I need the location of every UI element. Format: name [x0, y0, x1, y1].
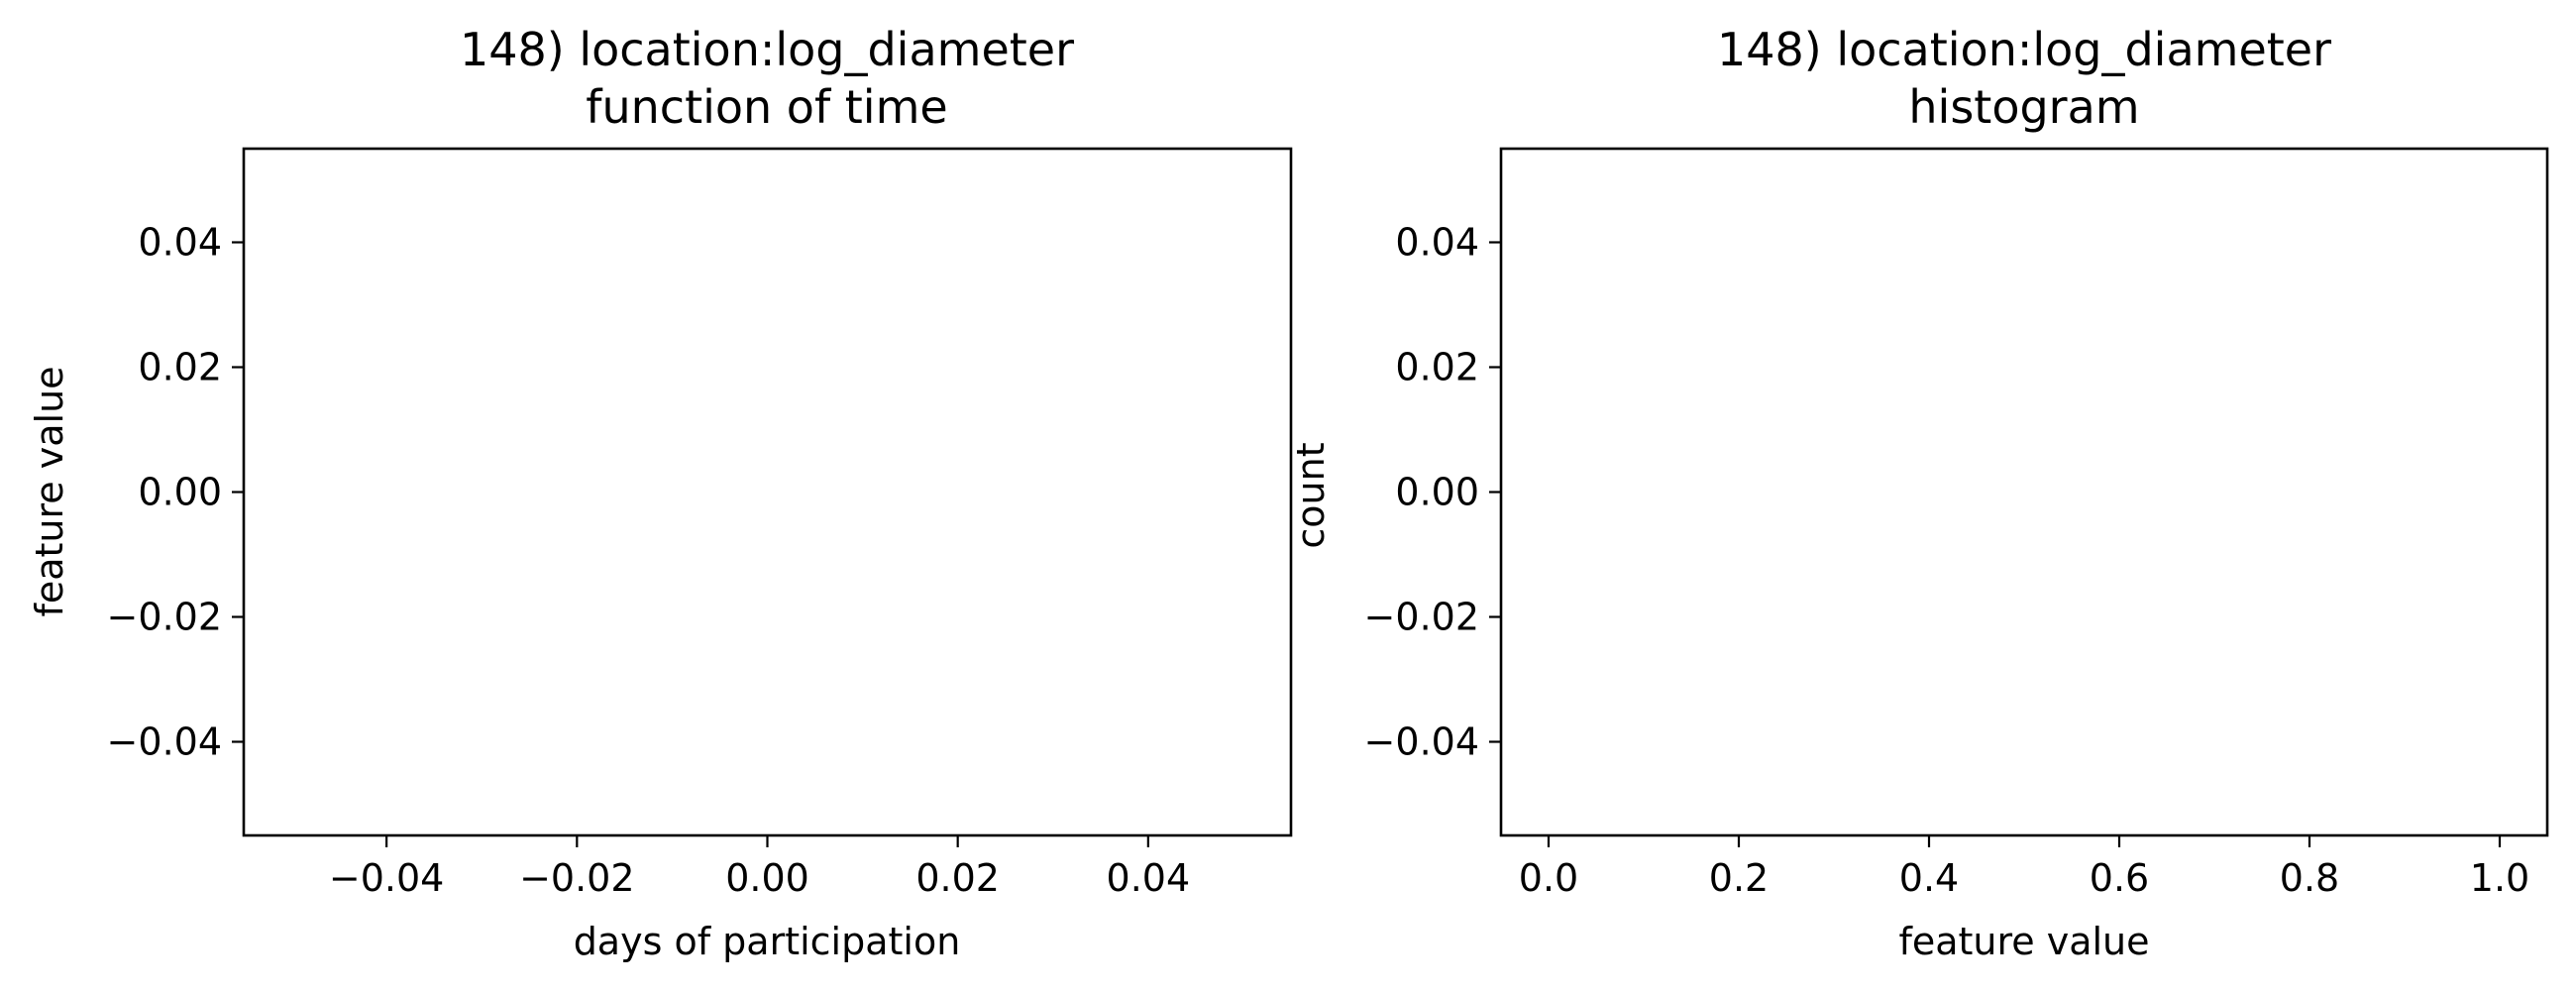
- time-series-title-line-1: 148) location:log_diameter: [460, 23, 1074, 76]
- time-series-x-tick-label: 0.04: [1107, 856, 1191, 900]
- time-series-y-tick-label: −0.04: [107, 720, 222, 764]
- histogram-y-tick-label: −0.02: [1364, 596, 1479, 639]
- time-series-y-tick-label: 0.00: [138, 471, 222, 514]
- histogram-title-line-1: 148) location:log_diameter: [1717, 23, 2331, 76]
- histogram-x-axis-label: feature value: [1898, 920, 2149, 963]
- histogram-y-axis-label: count: [1289, 442, 1333, 548]
- time-series-y-tick-label: −0.02: [107, 596, 222, 639]
- time-series-x-tick-label: 0.00: [725, 856, 809, 900]
- histogram-title-line-2: histogram: [1908, 80, 2139, 134]
- time-series-title-line-2: function of time: [586, 80, 947, 134]
- time-series-x-tick-label: 0.02: [915, 856, 1000, 900]
- time-series-y-axis-label: feature value: [28, 366, 71, 616]
- histogram-x-tick-label: 0.8: [2280, 856, 2339, 900]
- time-series-x-tick-label: −0.02: [519, 856, 634, 900]
- histogram-x-tick-label: 0.0: [1519, 856, 1578, 900]
- histogram-y-tick-label: 0.02: [1395, 346, 1479, 389]
- time-series-y-tick-label: 0.04: [138, 221, 222, 265]
- histogram-y-tick-label: −0.04: [1364, 720, 1479, 764]
- time-series-y-tick-label: 0.02: [138, 346, 222, 389]
- time-series-ticks: −0.04 −0.02 0.00 0.02 0.04 0.04 0.02 0.00 −0.02 −…: [107, 221, 1191, 901]
- histogram-x-tick-label: 0.6: [2090, 856, 2149, 900]
- histogram-x-tick-label: 1.0: [2470, 856, 2529, 900]
- histogram-ticks: 0.0 0.2 0.4 0.6 0.8 1.0 0.04 0.02 0.00 −0.02 −0.04: [1364, 221, 2530, 901]
- histogram-y-tick-label: 0.04: [1395, 221, 1479, 265]
- histogram-y-tick-label: 0.00: [1395, 471, 1479, 514]
- histogram-panel: 148) location:log_diameter histogram 0.0…: [1289, 23, 2549, 963]
- time-series-plot-frame: [242, 147, 1293, 837]
- time-series-x-tick-label: −0.04: [329, 856, 444, 900]
- histogram-x-tick-label: 0.4: [1899, 856, 1959, 900]
- histogram-plot-frame: [1499, 147, 2549, 837]
- time-series-panel: 148) location:log_diameter function of t…: [28, 23, 1293, 963]
- time-series-x-axis-label: days of participation: [574, 920, 961, 963]
- histogram-x-tick-label: 0.2: [1709, 856, 1769, 900]
